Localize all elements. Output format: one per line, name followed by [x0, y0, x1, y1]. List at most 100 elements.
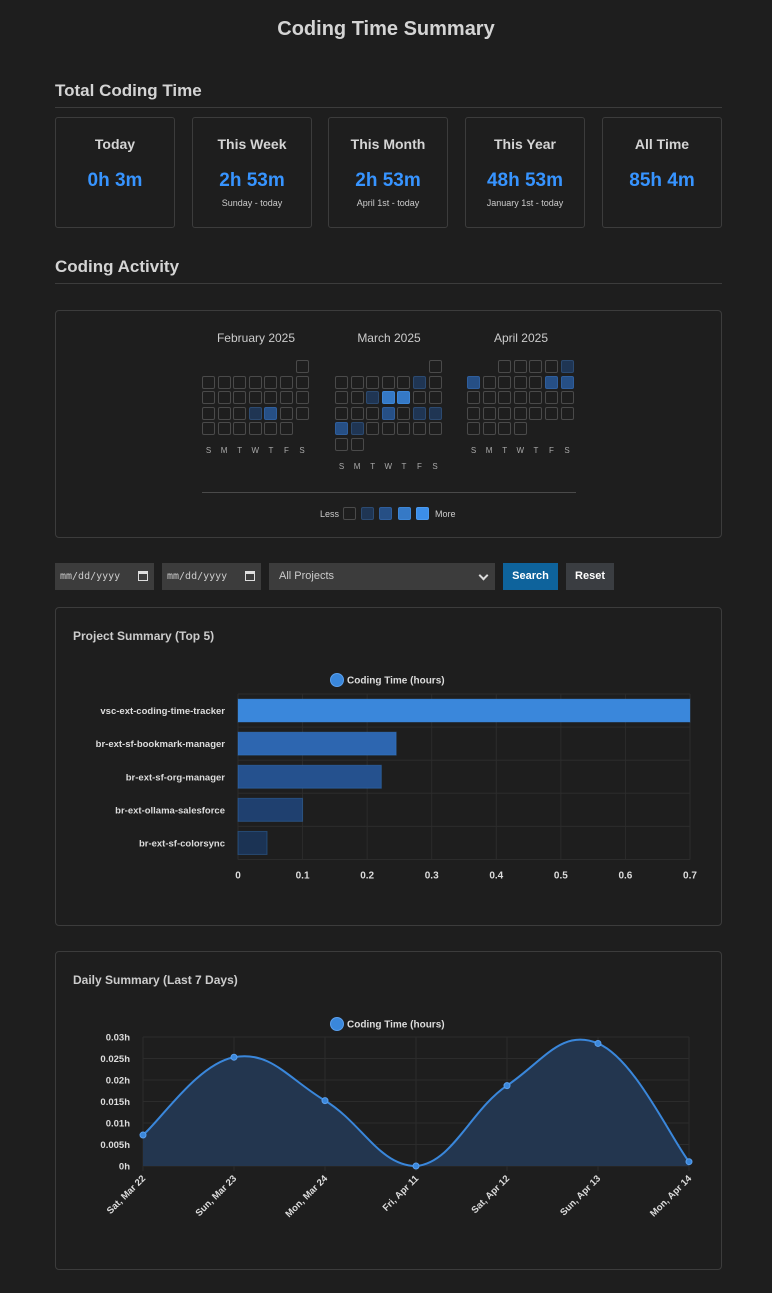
heatmap-day-cell[interactable] — [397, 375, 411, 389]
heatmap-day-cell[interactable] — [545, 391, 558, 405]
heatmap-day-cell[interactable] — [529, 406, 543, 420]
heatmap-day-cell[interactable] — [280, 422, 293, 436]
heatmap-day-cell[interactable] — [545, 375, 558, 389]
heatmap-day-cell[interactable] — [560, 406, 574, 420]
heatmap-day-cell[interactable] — [280, 406, 293, 420]
x-tick-label: 0.5 — [554, 871, 568, 882]
heatmap-day-cell[interactable] — [381, 406, 395, 420]
heatmap-day-cell[interactable] — [428, 406, 442, 420]
heatmap-day-cell[interactable] — [560, 360, 574, 373]
heatmap-day-cell[interactable] — [397, 391, 411, 405]
heatmap-day-cell[interactable] — [202, 406, 215, 420]
heatmap-day-cell[interactable] — [428, 422, 442, 436]
heatmap-day-cell[interactable] — [295, 391, 309, 405]
heatmap-day-cell[interactable] — [482, 406, 496, 420]
heatmap-day-cell[interactable] — [217, 375, 231, 389]
search-button[interactable]: Search — [503, 563, 558, 590]
heatmap-day-cell[interactable] — [350, 406, 364, 420]
heatmap-day-cell[interactable] — [545, 406, 558, 420]
heatmap-day-cell[interactable] — [513, 422, 527, 436]
heatmap-day-cell[interactable] — [217, 422, 231, 436]
heatmap-day-cell[interactable] — [560, 375, 574, 389]
heatmap-day-cell[interactable] — [366, 391, 380, 405]
heatmap-day-cell[interactable] — [264, 375, 278, 389]
heatmap-day-cell[interactable] — [482, 391, 496, 405]
heatmap-day-cell[interactable] — [467, 422, 480, 436]
heatmap-day-cell[interactable] — [529, 391, 543, 405]
heatmap-day-cell[interactable] — [413, 375, 426, 389]
heatmap-day-cell[interactable] — [498, 422, 512, 436]
heatmap-day-cell[interactable] — [513, 391, 527, 405]
heatmap-day-cell[interactable] — [366, 406, 380, 420]
heatmap-day-cell[interactable] — [482, 375, 496, 389]
heatmap-day-cell[interactable] — [335, 391, 348, 405]
heatmap-day-cell[interactable] — [560, 391, 574, 405]
heatmap-day-cell[interactable] — [295, 406, 309, 420]
heatmap-day-cell[interactable] — [350, 438, 364, 451]
heatmap-day-cell[interactable] — [233, 391, 247, 405]
end-date-input[interactable]: mm/dd/yyyy — [162, 563, 261, 590]
heatmap-day-cell[interactable] — [233, 422, 247, 436]
heatmap-day-cell[interactable] — [529, 375, 543, 389]
heatmap-day-cell[interactable] — [381, 422, 395, 436]
heatmap-day-cell[interactable] — [217, 406, 231, 420]
heatmap-day-cell[interactable] — [335, 438, 348, 451]
reset-button[interactable]: Reset — [566, 563, 614, 590]
heatmap-day-cell[interactable] — [280, 391, 293, 405]
heatmap-day-cell[interactable] — [428, 391, 442, 405]
heatmap-day-cell[interactable] — [498, 391, 512, 405]
heatmap-day-cell[interactable] — [335, 406, 348, 420]
heatmap-day-cell[interactable] — [498, 406, 512, 420]
heatmap-day-cell[interactable] — [248, 375, 262, 389]
heatmap-day-cell[interactable] — [467, 375, 480, 389]
heatmap-day-cell[interactable] — [217, 391, 231, 405]
heatmap-day-cell[interactable] — [413, 406, 426, 420]
heatmap-day-cell[interactable] — [467, 391, 480, 405]
heatmap-day-cell[interactable] — [366, 375, 380, 389]
heatmap-day-cell[interactable] — [545, 360, 558, 373]
heatmap-day-cell[interactable] — [529, 360, 543, 373]
heatmap-day-cell[interactable] — [248, 406, 262, 420]
heatmap-day-cell[interactable] — [264, 422, 278, 436]
heatmap-day-cell[interactable] — [350, 375, 364, 389]
project-select[interactable]: All Projects — [269, 563, 495, 590]
calendar-icon[interactable] — [138, 571, 148, 581]
start-date-input[interactable]: mm/dd/yyyy — [55, 563, 154, 590]
heatmap-day-cell[interactable] — [498, 360, 512, 373]
heatmap-day-cell[interactable] — [248, 422, 262, 436]
calendar-icon[interactable] — [245, 571, 255, 581]
heatmap-day-cell[interactable] — [280, 375, 293, 389]
heatmap-day-cell[interactable] — [264, 406, 278, 420]
heatmap-day-cell[interactable] — [482, 422, 496, 436]
weekday-label: W — [251, 446, 260, 455]
heatmap-day-cell[interactable] — [202, 375, 215, 389]
heatmap-day-cell[interactable] — [335, 375, 348, 389]
heatmap-day-cell[interactable] — [233, 406, 247, 420]
heatmap-day-cell[interactable] — [381, 391, 395, 405]
heatmap-day-cell[interactable] — [467, 406, 480, 420]
heatmap-day-cell[interactable] — [335, 422, 348, 436]
heatmap-day-cell[interactable] — [350, 422, 364, 436]
heatmap-day-cell[interactable] — [498, 375, 512, 389]
heatmap-day-cell[interactable] — [248, 391, 262, 405]
heatmap-day-cell[interactable] — [350, 391, 364, 405]
heatmap-day-cell[interactable] — [202, 391, 215, 405]
heatmap-day-cell[interactable] — [513, 375, 527, 389]
heatmap-day-cell[interactable] — [428, 360, 442, 373]
heatmap-day-cell[interactable] — [381, 375, 395, 389]
weekday-label: T — [401, 461, 407, 471]
heatmap-day-cell[interactable] — [295, 375, 309, 389]
heatmap-day-cell[interactable] — [397, 422, 411, 436]
heatmap-day-cell[interactable] — [413, 422, 426, 436]
heatmap-day-cell[interactable] — [264, 391, 278, 405]
heatmap-day-cell[interactable] — [397, 406, 411, 420]
bar — [237, 764, 382, 789]
heatmap-day-cell[interactable] — [202, 422, 215, 436]
heatmap-day-cell[interactable] — [366, 422, 380, 436]
heatmap-day-cell[interactable] — [513, 360, 527, 373]
heatmap-day-cell[interactable] — [233, 375, 247, 389]
heatmap-day-cell[interactable] — [428, 375, 442, 389]
heatmap-day-cell[interactable] — [513, 406, 527, 420]
heatmap-day-cell[interactable] — [413, 391, 426, 405]
heatmap-day-cell[interactable] — [295, 360, 309, 373]
